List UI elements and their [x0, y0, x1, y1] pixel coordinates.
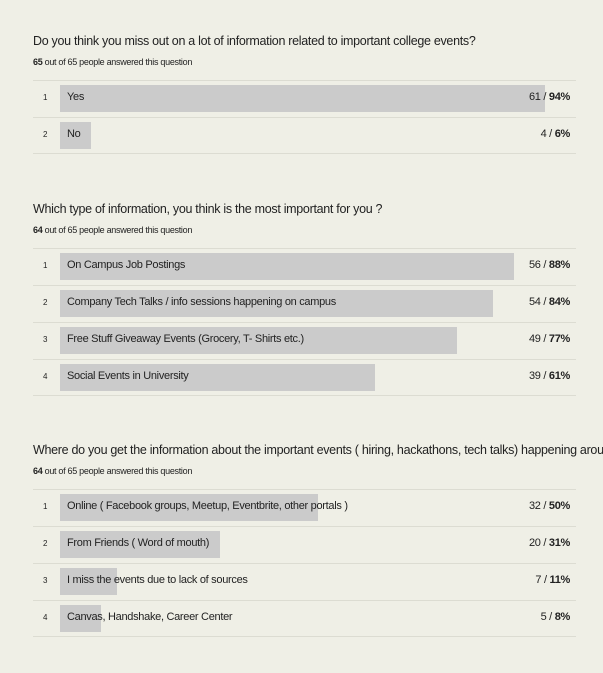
- option-label: Company Tech Talks / info sessions happe…: [67, 296, 336, 308]
- separator: /: [543, 500, 547, 512]
- option-label: No: [67, 128, 81, 140]
- separator: /: [543, 91, 547, 103]
- option-percent: 61%: [548, 370, 570, 382]
- answered-count: 64: [33, 225, 43, 235]
- result-bar: [60, 253, 515, 280]
- option-count: 54: [528, 296, 541, 308]
- result-bar: [60, 605, 102, 632]
- option-result: 4 / 6%: [540, 128, 571, 140]
- row-divider: [33, 563, 576, 564]
- option-count: 61: [528, 91, 541, 103]
- option-count: 49: [528, 333, 541, 345]
- result-bar: [60, 531, 220, 558]
- option-percent: 50%: [548, 500, 570, 512]
- answered-text: out of 65 people answered this question: [44, 57, 193, 67]
- row-divider: [33, 80, 576, 81]
- option-result: 32 / 50%: [529, 500, 570, 512]
- question-title: Where do you get the information about t…: [33, 443, 603, 457]
- option-result: 61 / 94%: [529, 91, 570, 103]
- option-label: Online ( Facebook groups, Meetup, Eventb…: [67, 500, 348, 512]
- option-index: 2: [43, 130, 48, 139]
- option-percent: 31%: [548, 537, 570, 549]
- row-divider: [33, 395, 576, 396]
- result-bar: [60, 364, 375, 391]
- result-bar: [60, 122, 91, 149]
- question-title: Do you think you miss out on a lot of in…: [33, 34, 476, 48]
- row-divider: [33, 489, 576, 490]
- row-divider: [33, 636, 576, 637]
- row-divider: [33, 153, 576, 154]
- result-bar: [60, 494, 318, 521]
- separator: /: [543, 259, 547, 271]
- option-result: 54 / 84%: [529, 296, 570, 308]
- row-divider: [33, 322, 576, 323]
- option-percent: 88%: [548, 259, 570, 271]
- separator: /: [549, 611, 552, 623]
- option-result: 39 / 61%: [529, 370, 570, 382]
- answered-line: 64 out of 65 people answered this questi…: [33, 225, 192, 235]
- row-divider: [33, 117, 576, 118]
- row-divider: [33, 600, 576, 601]
- option-percent: 84%: [548, 296, 570, 308]
- option-label: Free Stuff Giveaway Events (Grocery, T- …: [67, 333, 304, 345]
- result-bar: [60, 290, 494, 317]
- option-label: I miss the events due to lack of sources: [67, 574, 248, 586]
- row-divider: [33, 359, 576, 360]
- option-result: 20 / 31%: [529, 537, 570, 549]
- separator: /: [543, 296, 547, 308]
- answered-count: 65: [33, 57, 43, 67]
- option-percent: 94%: [548, 91, 570, 103]
- option-index: 3: [43, 335, 48, 344]
- separator: /: [543, 574, 547, 586]
- option-percent: 77%: [548, 333, 570, 345]
- option-index: 1: [43, 93, 48, 102]
- option-label: On Campus Job Postings: [67, 259, 186, 271]
- option-index: 2: [43, 298, 48, 307]
- option-count: 5: [540, 611, 547, 623]
- option-count: 56: [528, 259, 541, 271]
- option-index: 4: [43, 613, 48, 622]
- result-bar: [60, 327, 458, 354]
- option-index: 4: [43, 372, 48, 381]
- option-label: From Friends ( Word of mouth): [67, 537, 210, 549]
- option-percent: 11%: [549, 574, 570, 586]
- option-result: 5 / 8%: [540, 611, 571, 623]
- row-divider: [33, 285, 576, 286]
- option-result: 56 / 88%: [529, 259, 570, 271]
- option-result: 7 / 11%: [535, 574, 570, 586]
- row-divider: [33, 248, 576, 249]
- answered-count: 64: [33, 466, 43, 476]
- option-count: 4: [540, 128, 547, 140]
- result-bar: [60, 568, 117, 595]
- separator: /: [543, 370, 547, 382]
- option-count: 39: [528, 370, 541, 382]
- option-count: 32: [528, 500, 541, 512]
- separator: /: [543, 537, 547, 549]
- answered-text: out of 65 people answered this question: [44, 225, 193, 235]
- result-bar: [60, 85, 546, 112]
- option-label: Yes: [67, 91, 85, 103]
- answered-line: 65 out of 65 people answered this questi…: [33, 57, 192, 67]
- option-percent: 8%: [554, 611, 571, 623]
- option-index: 1: [43, 502, 48, 511]
- separator: /: [549, 128, 552, 140]
- option-count: 7: [535, 574, 542, 586]
- option-index: 2: [43, 539, 48, 548]
- option-percent: 6%: [554, 128, 571, 140]
- question-title: Which type of information, you think is …: [33, 202, 383, 216]
- answered-text: out of 65 people answered this question: [44, 466, 193, 476]
- option-label: Social Events in University: [67, 370, 189, 382]
- option-index: 3: [43, 576, 48, 585]
- option-label: Canvas, Handshake, Career Center: [67, 611, 233, 623]
- row-divider: [33, 526, 576, 527]
- option-count: 20: [528, 537, 541, 549]
- answered-line: 64 out of 65 people answered this questi…: [33, 466, 192, 476]
- option-result: 49 / 77%: [529, 333, 570, 345]
- option-index: 1: [43, 261, 48, 270]
- separator: /: [543, 333, 547, 345]
